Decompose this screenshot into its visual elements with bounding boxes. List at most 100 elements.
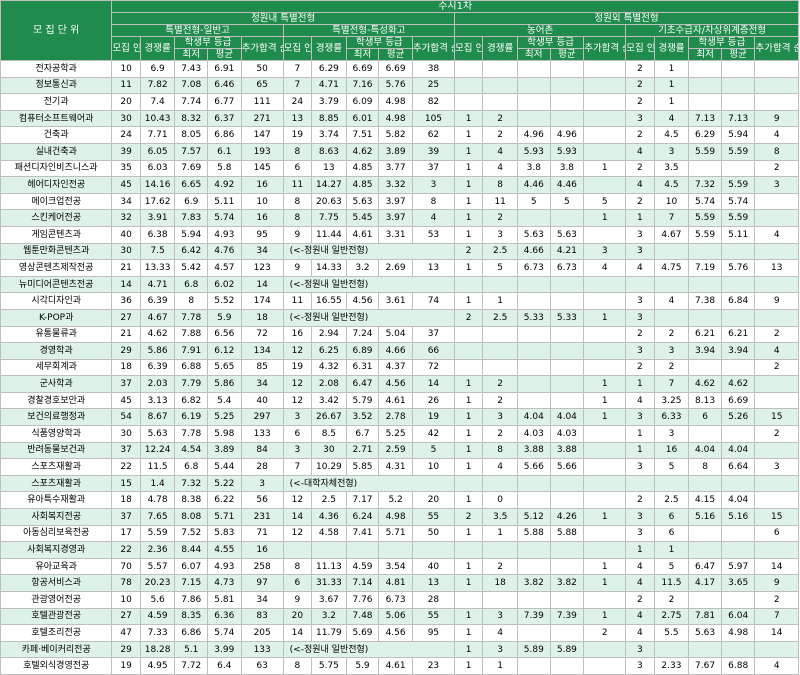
value-cell: 205: [240, 624, 284, 642]
value-cell: 5.52: [207, 292, 242, 310]
value-cell: 4: [653, 109, 690, 128]
value-cell: 5.71: [378, 524, 413, 543]
value-cell: 9: [754, 574, 799, 592]
value-cell: [517, 342, 551, 360]
table-row: 스포츠재활과 15 1.4 7.32 5.22 3 (<-대학자체전형): [0, 474, 799, 493]
value-cell: 3.65: [720, 574, 756, 592]
value-cell: 8.35: [174, 607, 209, 626]
unit-name-cell: 사회복지전공: [0, 508, 113, 526]
value-cell: 2: [583, 624, 627, 642]
value-cell: 16: [282, 325, 313, 344]
value-cell: 5.75: [311, 657, 347, 675]
value-cell: [517, 292, 551, 310]
value-cell: [549, 60, 585, 78]
table-row: 메이크업전공 34 17.62 6.9 5.11 10 8 20.63 5.63 3.97 8 1 11…: [0, 192, 799, 211]
value-cell: 97: [240, 574, 284, 592]
value-cell: 11.5: [653, 574, 690, 592]
unit-name-cell: 뉴미디어콘텐츠전공: [0, 275, 113, 294]
value-cell: 4.26: [549, 508, 585, 526]
value-cell: 4: [583, 259, 627, 277]
value-cell: 1: [583, 391, 627, 410]
value-cell: 5.63: [345, 192, 380, 211]
value-cell: 2.5: [311, 491, 347, 510]
value-cell: [378, 541, 413, 559]
value-cell: 3.82: [517, 574, 551, 592]
value-cell: 9: [282, 225, 313, 244]
value-cell: 19: [282, 126, 313, 144]
value-cell: 7.86: [174, 591, 209, 609]
value-cell: 7.15: [174, 574, 209, 592]
additional-rank-header: 추가합격 순위: [240, 36, 284, 61]
value-cell: 5.12: [517, 508, 551, 526]
value-cell: 13: [311, 159, 347, 178]
value-cell: 1: [583, 375, 627, 393]
value-cell: 10: [240, 192, 284, 211]
value-cell: [583, 126, 627, 144]
table-row: 영상콘텐츠제작전공 21 13.33 5.42 4.57 123 9 14.33 3.2 2.69…: [0, 259, 799, 277]
value-cell: 9: [282, 259, 313, 277]
grade-header: 학생부 등급: [516, 36, 585, 49]
value-cell: 4.66: [378, 342, 413, 360]
value-cell: 6.33: [653, 408, 690, 427]
value-cell: 24: [282, 93, 313, 111]
value-cell: 4.61: [378, 391, 413, 410]
value-cell: 4.04: [549, 408, 585, 427]
note-cell: (<-정원내 일반전형): [282, 640, 455, 659]
value-cell: 32: [111, 209, 141, 227]
value-cell: 3.31: [378, 225, 413, 244]
value-cell: 4: [625, 607, 655, 626]
value-cell: 22: [111, 458, 141, 476]
value-cell: 3: [482, 607, 518, 626]
value-cell: 12: [282, 375, 313, 393]
value-cell: 5: [482, 259, 518, 277]
value-cell: 5.71: [207, 508, 242, 526]
value-cell: 3.88: [517, 441, 551, 460]
value-cell: 5.26: [720, 408, 756, 427]
value-cell: 2: [754, 425, 799, 443]
value-cell: 14.33: [311, 259, 347, 277]
value-cell: [453, 541, 484, 559]
value-cell: 6.1: [207, 142, 242, 161]
value-cell: 193: [240, 142, 284, 161]
value-cell: 5.82: [378, 126, 413, 144]
value-cell: 18: [240, 308, 284, 327]
value-cell: [453, 325, 484, 344]
value-cell: [549, 342, 585, 360]
value-cell: 1: [453, 657, 484, 675]
value-cell: 4.15: [688, 491, 722, 510]
value-cell: 3.54: [378, 557, 413, 576]
value-cell: 7.39: [549, 607, 585, 626]
group2-header: 특별전형-특성화고: [282, 24, 455, 37]
value-cell: 8: [282, 192, 313, 211]
value-cell: [583, 225, 627, 244]
value-cell: 24: [111, 126, 141, 144]
value-cell: [583, 441, 627, 460]
value-cell: [754, 491, 799, 510]
value-cell: 4.58: [311, 524, 347, 543]
value-cell: 8.85: [311, 109, 347, 128]
value-cell: 3: [625, 524, 655, 543]
value-cell: 4.03: [549, 425, 585, 443]
table-row: 사회복지경영과 22 2.36 8.44 4.55 16 1 1: [0, 541, 799, 559]
value-cell: [517, 325, 551, 344]
value-cell: 3.77: [378, 159, 413, 178]
value-cell: 22: [111, 541, 141, 559]
value-cell: 13: [754, 259, 799, 277]
value-cell: 10: [111, 60, 141, 78]
value-cell: 4.03: [517, 425, 551, 443]
value-cell: 2: [453, 508, 484, 526]
value-cell: 5.1: [174, 640, 209, 659]
value-cell: 14: [411, 375, 455, 393]
value-cell: 5.94: [174, 225, 209, 244]
value-cell: [453, 358, 484, 377]
value-cell: 4: [482, 624, 518, 642]
value-cell: 2.5: [482, 242, 518, 261]
value-cell: 16: [653, 441, 690, 460]
value-cell: 297: [240, 408, 284, 427]
table-row: 관광영어전공 10 5.6 7.86 5.81 34 9 3.67 7.76 6.73 28 2 2 2: [0, 591, 799, 609]
unit-name-cell: 항공서비스과: [0, 574, 113, 592]
value-cell: 3: [282, 408, 313, 427]
value-cell: 7.81: [688, 607, 722, 626]
value-cell: 6.05: [139, 142, 176, 161]
